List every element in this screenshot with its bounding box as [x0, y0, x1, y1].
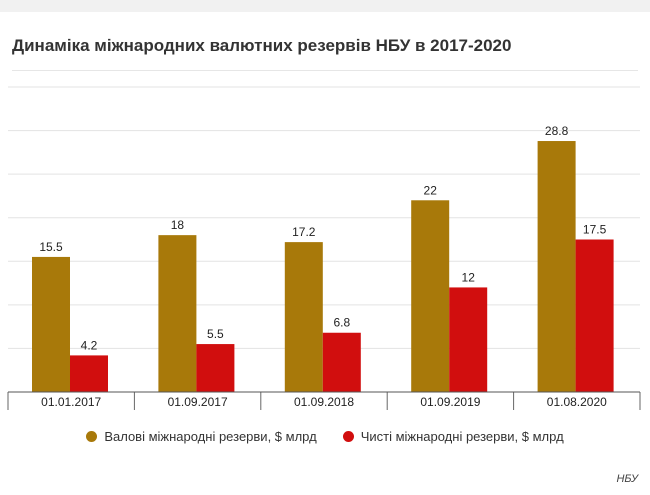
x-tick-label: 01.09.2017 — [168, 395, 228, 409]
data-label: 5.5 — [207, 327, 224, 341]
legend-swatch-gross — [86, 431, 98, 442]
bar-net — [575, 239, 614, 392]
data-label: 4.2 — [81, 338, 98, 352]
chart-legend: Валові міжнародні резерви, $ млрд Чисті … — [0, 429, 650, 444]
bar-net — [322, 332, 361, 392]
bar-net — [70, 355, 108, 392]
bar-gross — [411, 200, 450, 392]
bar-net — [196, 344, 235, 392]
data-label: 17.5 — [583, 223, 607, 237]
bar-gross — [537, 141, 576, 392]
data-label: 22 — [424, 183, 438, 197]
data-label: 18 — [171, 218, 185, 232]
legend-label-gross: Валові міжнародні резерви, $ млрд — [104, 429, 317, 444]
legend-swatch-net — [342, 431, 354, 442]
bar-net — [449, 287, 488, 392]
x-tick-label: 01.08.2020 — [547, 395, 607, 409]
bar-gross — [158, 235, 197, 392]
x-tick-label: 01.01.2017 — [41, 395, 101, 409]
x-tick-label: 01.09.2019 — [420, 395, 480, 409]
legend-item-gross[interactable]: Валові міжнародні резерви, $ млрд — [86, 429, 317, 444]
data-label: 15.5 — [39, 240, 63, 254]
bar-gross — [32, 256, 70, 392]
chart-title: Динаміка міжнародних валютних резервів Н… — [12, 36, 512, 55]
x-tick-label: 01.09.2018 — [294, 395, 354, 409]
legend-item-net[interactable]: Чисті міжнародні резерви, $ млрд — [342, 429, 564, 444]
data-label: 17.2 — [292, 225, 316, 239]
legend-label-net: Чисті міжнародні резерви, $ млрд — [360, 429, 564, 444]
bar-chart: 15.5 4.2 01.01.2017 18 5.5 01.09.2017 17.2 6.8 0… — [7, 86, 641, 410]
data-label: 12 — [462, 270, 476, 284]
source-label: НБУ — [616, 473, 638, 485]
bar-gross — [284, 242, 323, 392]
top-band — [0, 0, 650, 12]
title-divider — [12, 70, 638, 71]
data-label: 28.8 — [545, 124, 569, 138]
data-label: 6.8 — [333, 316, 350, 330]
